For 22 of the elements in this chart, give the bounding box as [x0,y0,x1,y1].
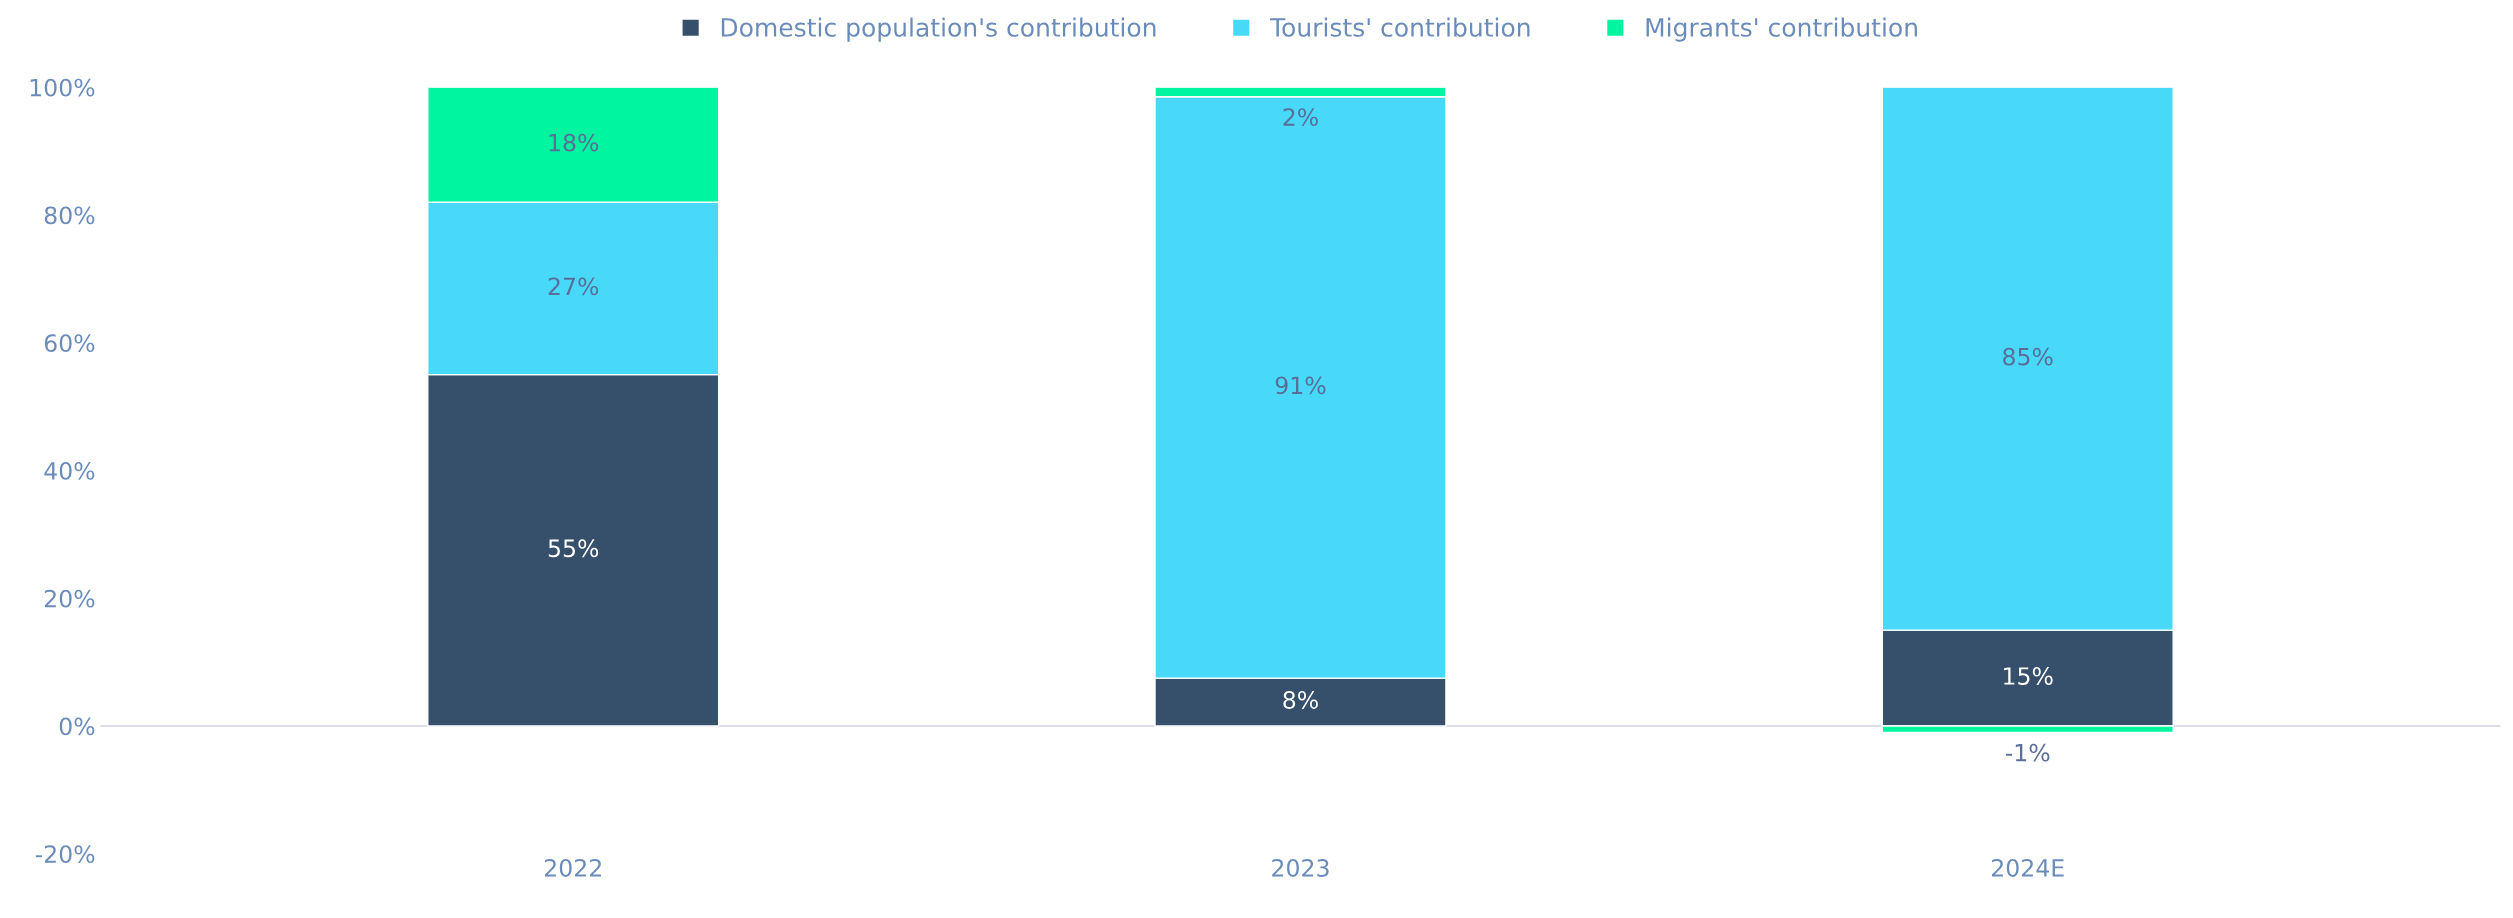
legend-label: Domestic population's contribution [721,17,1156,42]
y-tick-label: -20% [35,845,95,864]
y-tick-label: 100% [30,78,95,97]
data-label: 55% [548,539,599,558]
data-label: -1% [2005,743,2050,762]
y-tick-label: 80% [44,206,95,225]
x-tick-label: 2024E [1991,859,2064,877]
data-label: 2% [1283,108,1318,126]
x-tick-label: 2022 [544,859,601,877]
y-tick-label: 40% [44,461,95,480]
data-label: 15% [2004,667,2053,685]
y-tick-label: 0% [59,717,95,736]
data-label: 85% [2003,347,2053,366]
legend-label: Migrants' contribution [1646,17,1917,42]
y-tick-label: 60% [44,334,95,353]
data-label: 27% [548,277,599,296]
data-label: 8% [1283,691,1318,709]
y-tick-label: 20% [44,589,95,608]
data-label: 91% [1275,376,1326,395]
data-label: 18% [549,133,599,152]
legend-label: Tourists' contribution [1269,17,1530,37]
x-tick-label: 2023 [1272,859,1329,877]
